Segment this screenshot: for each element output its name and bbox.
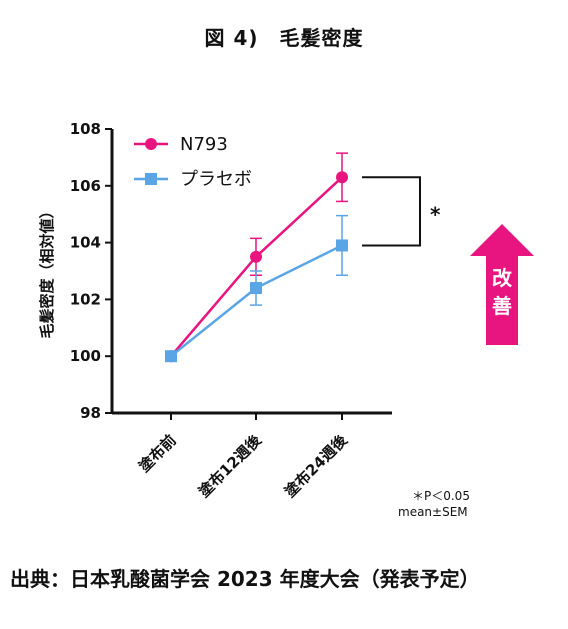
legend-label: プラセボ: [180, 169, 252, 190]
note-sem: mean±SEM: [398, 505, 468, 519]
figure-title: 図 4) 毛髪密度: [204, 26, 364, 50]
legend-marker-circle: [145, 138, 157, 150]
data-point-square: [336, 239, 348, 252]
y-tick-label: 102: [70, 290, 101, 308]
data-point-square: [250, 282, 262, 295]
data-point-circle: [250, 250, 262, 263]
y-tick-label: 98: [80, 404, 101, 422]
improvement-arrow: [470, 224, 534, 345]
error-bars: [250, 152, 348, 306]
legend-label: N793: [180, 134, 228, 155]
legend-marker-square: [145, 173, 157, 185]
annotations: * ＊P＜0.05 mean±SEM 改善: [362, 176, 534, 519]
data-markers: [165, 171, 348, 363]
y-axis-label: 毛髪密度（相対値）: [38, 203, 56, 338]
source-caption: 出典：日本乳酸菌学会 2023 年度大会（発表予定）: [10, 567, 480, 591]
data-point-square: [165, 350, 177, 363]
x-tick-label: 塗布24週後: [281, 430, 352, 501]
y-tick-label: 106: [70, 177, 101, 195]
x-tick-label: 塗布12週後: [195, 430, 266, 501]
data-point-circle: [336, 171, 348, 184]
x-tick-label: 塗布前: [135, 431, 180, 476]
legend: N793 プラセボ: [134, 134, 252, 190]
y-tick-label: 104: [70, 234, 101, 252]
arrow-label-1: 改: [492, 266, 513, 290]
note-pvalue: ＊P＜0.05: [412, 489, 470, 503]
y-tick-label: 100: [70, 347, 101, 365]
arrow-label-2: 善: [492, 294, 512, 318]
significance-star: *: [430, 202, 441, 226]
significance-bracket: [362, 176, 421, 247]
y-tick-label: 108: [70, 120, 101, 138]
